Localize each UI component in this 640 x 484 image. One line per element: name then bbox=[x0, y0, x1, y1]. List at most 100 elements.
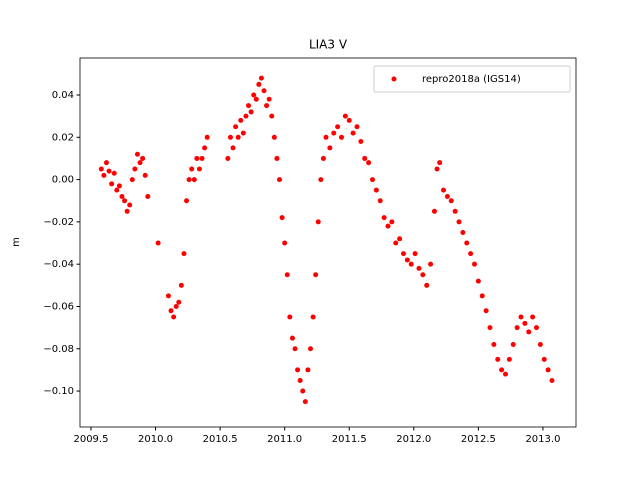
data-point bbox=[373, 187, 379, 193]
legend-label: repro2018a (IGS14) bbox=[422, 74, 521, 85]
data-point bbox=[202, 145, 208, 151]
data-point bbox=[233, 124, 239, 130]
y-tick-label: 0.02 bbox=[52, 132, 74, 143]
x-tick-label: 2013.0 bbox=[525, 434, 560, 445]
data-point bbox=[225, 155, 231, 161]
data-point bbox=[491, 342, 497, 348]
data-point bbox=[155, 240, 161, 246]
data-point bbox=[522, 320, 528, 326]
data-point bbox=[346, 117, 352, 123]
legend-marker bbox=[391, 76, 397, 82]
data-point bbox=[338, 134, 344, 140]
data-point bbox=[129, 177, 135, 183]
y-tick-label: −0.02 bbox=[43, 217, 74, 228]
data-point bbox=[269, 113, 275, 119]
data-point bbox=[385, 223, 391, 229]
data-point bbox=[428, 261, 434, 267]
data-point bbox=[109, 181, 115, 187]
y-tick-label: −0.04 bbox=[43, 259, 74, 270]
data-point bbox=[320, 155, 326, 161]
y-axis-label: m bbox=[11, 237, 22, 247]
data-point bbox=[196, 166, 202, 172]
data-point bbox=[310, 314, 316, 320]
data-point bbox=[289, 335, 295, 341]
x-tick-label: 2012.5 bbox=[461, 434, 496, 445]
data-point bbox=[114, 187, 120, 193]
plot-frame bbox=[79, 57, 577, 428]
data-point bbox=[124, 208, 130, 214]
data-point bbox=[284, 272, 290, 278]
data-point bbox=[266, 96, 272, 102]
x-tick-label: 2012.0 bbox=[396, 434, 431, 445]
data-point bbox=[331, 130, 337, 136]
data-point bbox=[397, 236, 403, 242]
y-tick-label: 0.00 bbox=[52, 175, 74, 186]
data-point bbox=[381, 215, 387, 221]
data-point bbox=[238, 117, 244, 123]
data-point bbox=[431, 208, 437, 214]
data-point bbox=[168, 308, 174, 314]
data-point bbox=[302, 399, 308, 405]
data-point bbox=[261, 88, 267, 94]
data-point bbox=[122, 198, 128, 204]
data-point bbox=[479, 293, 485, 299]
data-point bbox=[176, 299, 182, 305]
data-point bbox=[199, 155, 205, 161]
y-tick-label: −0.06 bbox=[43, 301, 74, 312]
data-point bbox=[400, 251, 406, 257]
data-point bbox=[189, 166, 195, 172]
data-point bbox=[194, 155, 200, 161]
data-point bbox=[204, 134, 210, 140]
data-point bbox=[101, 172, 107, 178]
data-point bbox=[472, 261, 478, 267]
data-point bbox=[350, 130, 356, 136]
data-point bbox=[297, 377, 303, 383]
data-point bbox=[420, 272, 426, 278]
data-point bbox=[483, 308, 489, 314]
data-point bbox=[412, 251, 418, 257]
data-point bbox=[116, 183, 122, 189]
data-point bbox=[393, 240, 399, 246]
data-point bbox=[165, 293, 171, 299]
data-point bbox=[366, 160, 372, 166]
data-point bbox=[173, 303, 179, 309]
data-point bbox=[530, 314, 536, 320]
data-point bbox=[264, 103, 270, 109]
data-point bbox=[279, 215, 285, 221]
data-point bbox=[142, 172, 148, 178]
data-point bbox=[475, 278, 481, 284]
data-point bbox=[240, 130, 246, 136]
data-point bbox=[243, 113, 249, 119]
data-point bbox=[132, 166, 138, 172]
data-point bbox=[127, 202, 133, 208]
data-point bbox=[305, 367, 311, 373]
data-point bbox=[191, 177, 197, 183]
data-point bbox=[315, 219, 321, 225]
data-point bbox=[358, 139, 364, 145]
chart-title: LIA3 V bbox=[309, 38, 348, 52]
data-point bbox=[295, 367, 301, 373]
data-point bbox=[549, 377, 555, 383]
data-point bbox=[287, 314, 293, 320]
data-point bbox=[441, 187, 447, 193]
data-point bbox=[253, 96, 259, 102]
data-point bbox=[487, 325, 493, 331]
data-point bbox=[103, 160, 109, 166]
data-point bbox=[106, 168, 112, 174]
data-point bbox=[537, 342, 543, 348]
data-point bbox=[246, 103, 252, 109]
data-point bbox=[300, 388, 306, 394]
data-point bbox=[277, 177, 283, 183]
data-point bbox=[448, 198, 454, 204]
data-point bbox=[514, 325, 520, 331]
data-point bbox=[342, 113, 348, 119]
data-point bbox=[408, 261, 414, 267]
data-point bbox=[362, 155, 368, 161]
data-point bbox=[313, 272, 319, 278]
data-point bbox=[327, 145, 333, 151]
data-point bbox=[518, 314, 524, 320]
data-point bbox=[271, 134, 277, 140]
data-point bbox=[251, 92, 257, 98]
data-point bbox=[145, 194, 151, 200]
